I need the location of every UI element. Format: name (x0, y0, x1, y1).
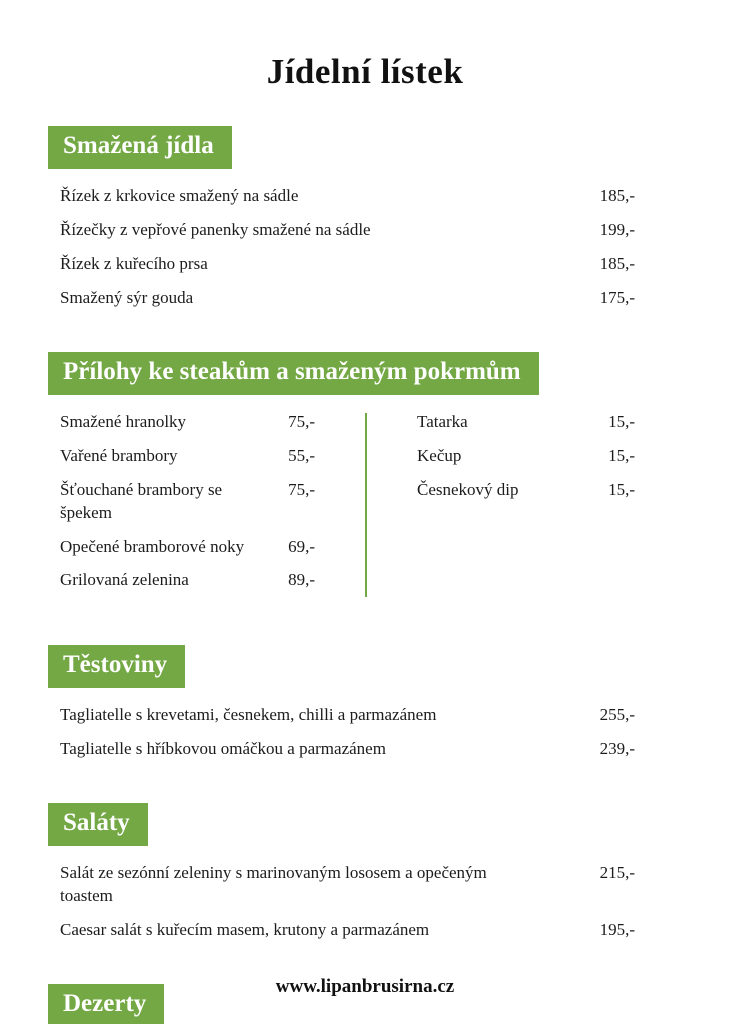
menu-item-row: Vařené brambory 55,- (60, 445, 315, 468)
item-name: Grilovaná zelenina (60, 570, 189, 590)
menu-item-row: Caesar salát s kuřecím masem, krutony a … (60, 919, 635, 942)
item-name: Smažený sýr gouda (60, 287, 194, 307)
item-name: Česnekový dip (417, 479, 519, 499)
item-name: Řízečky z vepřové panenky smažené na sád… (60, 219, 371, 239)
section-title: Těstoviny (63, 651, 168, 679)
section-testoviny: Těstoviny Tagliatelle s krevetami, česne… (0, 645, 730, 761)
item-price: 239,- (599, 739, 635, 759)
item-name: Smažené hranolky (60, 411, 187, 431)
menu-item-row: Řízečky z vepřové panenky smažené na sád… (60, 219, 635, 242)
item-price: 75,- (288, 411, 315, 431)
item-price: 89,- (288, 570, 315, 590)
item-name: Opečené bramborové noky (60, 536, 245, 556)
page-title: Jídelní lístek (266, 52, 464, 91)
item-price: 15,- (608, 445, 635, 465)
menu-item-row: Řízek z krkovice smažený na sádle 185,- (60, 185, 635, 208)
section-title: Saláty (63, 809, 130, 837)
item-name: Tagliatelle s hříbkovou omáčkou a parmaz… (60, 739, 386, 759)
section-banner: Přílohy ke steakům a smaženým pokrmům (48, 351, 539, 395)
item-price: 15,- (608, 411, 635, 431)
item-price: 199,- (599, 219, 635, 239)
menu-item-row: Smažené hranolky 75,- (60, 411, 315, 434)
menu-item-row: Opečené bramborové noky 69,- (60, 536, 315, 559)
item-name: Vařené brambory (60, 445, 178, 465)
menu-item-row: Řízek z kuřecího prsa 185,- (60, 253, 635, 276)
section-salaty: Saláty Salát ze sezónní zeleniny s marin… (0, 803, 730, 942)
item-name: Kečup (417, 445, 462, 465)
menu-item-row: Tagliatelle s krevetami, česnekem, chill… (60, 704, 635, 727)
menu-item-row: Salát ze sezónní zeleniny s marinovaným … (60, 862, 635, 908)
item-name: Řízek z kuřecího prsa (60, 253, 208, 273)
item-name: Salát ze sezónní zeleniny s marinovaným … (60, 863, 487, 906)
section-prilohy: Přílohy ke steakům a smaženým pokrmům Sm… (0, 351, 730, 604)
menu-item-row: Česnekový dip 15,- (417, 479, 635, 502)
section-items: Řízek z krkovice smažený na sádle 185,- … (60, 185, 635, 310)
menu-item-row: Smažený sýr gouda 175,- (60, 287, 635, 310)
menu-item-row: Grilovaná zelenina 89,- (60, 569, 315, 592)
menu-item-row: Kečup 15,- (417, 445, 635, 468)
item-name: Řízek z krkovice smažený na sádle (60, 186, 299, 205)
section-dezerty: Dezerty Kynutý meruňkový knedlík se slad… (0, 984, 730, 1024)
column-right: Tatarka 15,- Kečup 15,- Česnekový dip 15… (417, 411, 635, 604)
item-price: 15,- (608, 479, 635, 499)
item-price: 175,- (599, 287, 635, 307)
item-price: 75,- (288, 479, 315, 499)
item-price: 69,- (288, 536, 315, 556)
menu-item-row: Tatarka 15,- (417, 411, 635, 434)
item-price: 185,- (599, 186, 635, 205)
item-name: Tagliatelle s krevetami, česnekem, chill… (60, 705, 437, 725)
section-banner: Dezerty (48, 984, 165, 1024)
column-divider (365, 412, 367, 598)
section-items: Salát ze sezónní zeleniny s marinovaným … (60, 862, 635, 942)
column-left: Smažené hranolky 75,- Vařené brambory 55… (60, 411, 315, 604)
section-columns: Smažené hranolky 75,- Vařené brambory 55… (60, 411, 635, 604)
menu-item-row: Šťouchané brambory se špekem 75,- (60, 479, 315, 525)
item-price: 215,- (599, 863, 635, 883)
section-title: Přílohy ke steakům a smaženým pokrmům (63, 357, 521, 385)
item-price: 185,- (599, 253, 635, 273)
item-price: 55,- (288, 445, 315, 465)
item-price: 195,- (599, 920, 635, 940)
section-title: Dezerty (63, 990, 147, 1018)
item-name: Šťouchané brambory se špekem (60, 479, 223, 522)
section-banner: Saláty (48, 803, 148, 847)
item-name: Tatarka (417, 411, 468, 431)
item-name: Caesar salát s kuřecím masem, krutony a … (60, 920, 430, 940)
section-title: Smažená jídla (63, 132, 214, 159)
section-smazena-jidla: Smažená jídla Řízek z krkovice smažený n… (0, 126, 730, 310)
item-price: 255,- (599, 705, 635, 725)
section-banner: Těstoviny (48, 645, 186, 689)
section-banner: Smažená jídla (48, 126, 232, 169)
section-items: Tagliatelle s krevetami, česnekem, chill… (60, 704, 635, 761)
menu-item-row: Tagliatelle s hříbkovou omáčkou a parmaz… (60, 738, 635, 761)
footer-url: www.lipanbrusirna.cz (275, 976, 455, 997)
